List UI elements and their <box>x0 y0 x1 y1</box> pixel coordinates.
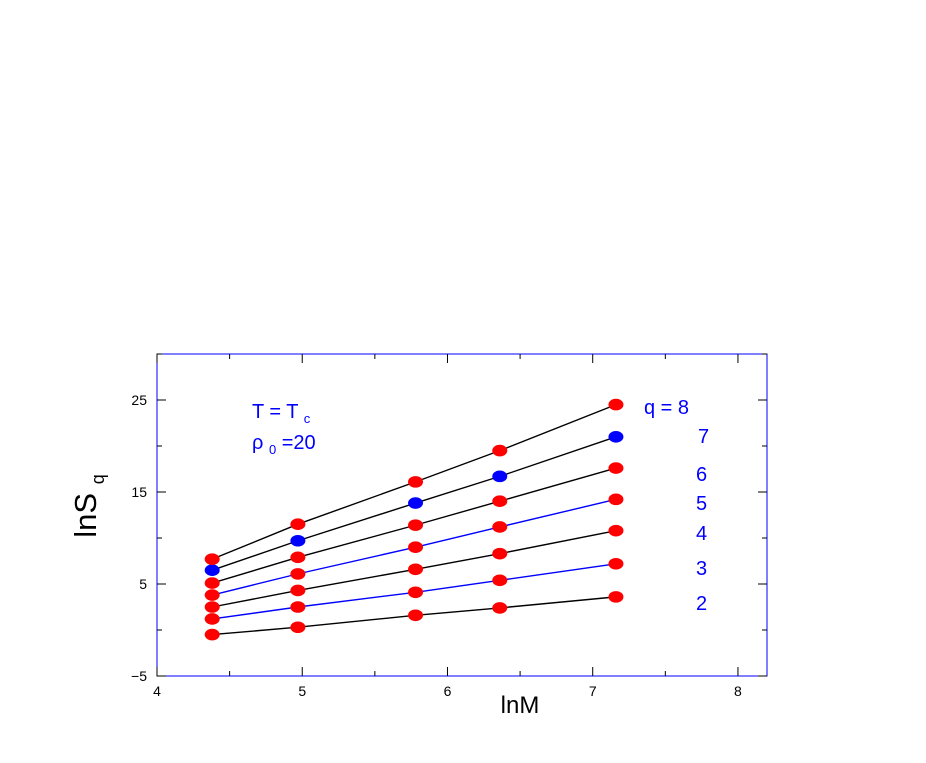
data-point-series-4 <box>290 584 306 597</box>
temperature-annotation-subscript: c <box>304 411 311 426</box>
data-point-series-3 <box>408 586 424 599</box>
data-point-series-5 <box>492 521 508 533</box>
x-tick-label: 7 <box>589 683 597 699</box>
series-label-7: 7 <box>698 426 709 448</box>
plot-frame <box>156 353 768 677</box>
x-axis-label: lnM <box>501 692 540 719</box>
data-point-series-7 <box>608 431 624 443</box>
x-tick-marks <box>156 354 739 676</box>
data-point-series-7 <box>204 564 220 576</box>
y-tick-label: 5 <box>139 576 147 592</box>
data-point-series-6 <box>408 519 424 531</box>
data-point-series-4 <box>204 601 220 613</box>
data-point-series-5 <box>290 568 306 580</box>
data-point-series-7 <box>290 534 306 547</box>
y-axis-label-subscript: q <box>88 474 108 484</box>
density-annotation: ρ 0 =20 <box>252 432 316 459</box>
y-tick-label: 15 <box>131 484 147 500</box>
data-point-series-3 <box>608 557 624 570</box>
data-point-series-2 <box>408 609 424 622</box>
series-label-4: 4 <box>696 523 707 545</box>
temperature-annotation-main: T = T <box>252 401 298 423</box>
temperature-annotation: T = T c <box>252 401 311 426</box>
data-point-series-3 <box>204 613 220 625</box>
data-point-series-8 <box>608 398 624 411</box>
data-point-series-6 <box>290 551 306 564</box>
x-tick-label: 8 <box>734 683 742 699</box>
data-point-series-5 <box>408 541 424 553</box>
data-point-series-4 <box>492 547 508 560</box>
series-label-8: q = 8 <box>644 397 689 419</box>
data-point-series-4 <box>408 563 424 576</box>
data-point-series-2 <box>290 621 306 634</box>
data-point-series-2 <box>492 602 508 614</box>
series-labels: 2 3 4 5 6 7 q = 8 <box>644 397 709 615</box>
y-tick-label: −5 <box>131 668 147 684</box>
x-tick-label: 6 <box>444 683 452 699</box>
data-point-series-7 <box>408 497 424 509</box>
data-point-series-2 <box>204 628 220 641</box>
series-label-3: 3 <box>696 558 707 580</box>
data-point-series-8 <box>492 444 508 457</box>
x-tick-labels: 4 5 6 7 8 <box>153 683 742 699</box>
y-tick-label: 25 <box>131 392 147 408</box>
data-point-series-6 <box>204 577 220 589</box>
data-point-series-8 <box>408 476 424 488</box>
series-label-6: 6 <box>696 464 707 486</box>
density-annotation-symbol: ρ <box>252 432 263 454</box>
y-tick-labels: −5 5 15 25 <box>131 392 147 684</box>
data-point-series-4 <box>608 524 624 537</box>
series-label-2: 2 <box>696 593 707 615</box>
density-annotation-text: =20 <box>282 432 316 454</box>
x-tick-label: 5 <box>298 683 306 699</box>
density-annotation-subscript: 0 <box>269 442 276 457</box>
data-point-series-5 <box>608 493 624 506</box>
data-point-series-3 <box>290 601 306 613</box>
data-point-series-7 <box>492 470 508 483</box>
data-point-series-3 <box>492 574 508 587</box>
data-point-series-5 <box>204 589 220 601</box>
x-tick-label: 4 <box>153 683 161 699</box>
y-axis-label: lnS q <box>68 474 108 537</box>
y-axis-label-main: lnS <box>68 493 103 538</box>
data-point-series-8 <box>290 518 306 530</box>
data-point-series-6 <box>608 462 624 474</box>
series-label-5: 5 <box>696 493 707 515</box>
data-point-series-2 <box>608 591 624 603</box>
data-point-series-6 <box>492 495 508 508</box>
y-tick-marks <box>157 353 767 677</box>
data-point-series-8 <box>204 553 220 565</box>
series-markers <box>204 398 624 641</box>
